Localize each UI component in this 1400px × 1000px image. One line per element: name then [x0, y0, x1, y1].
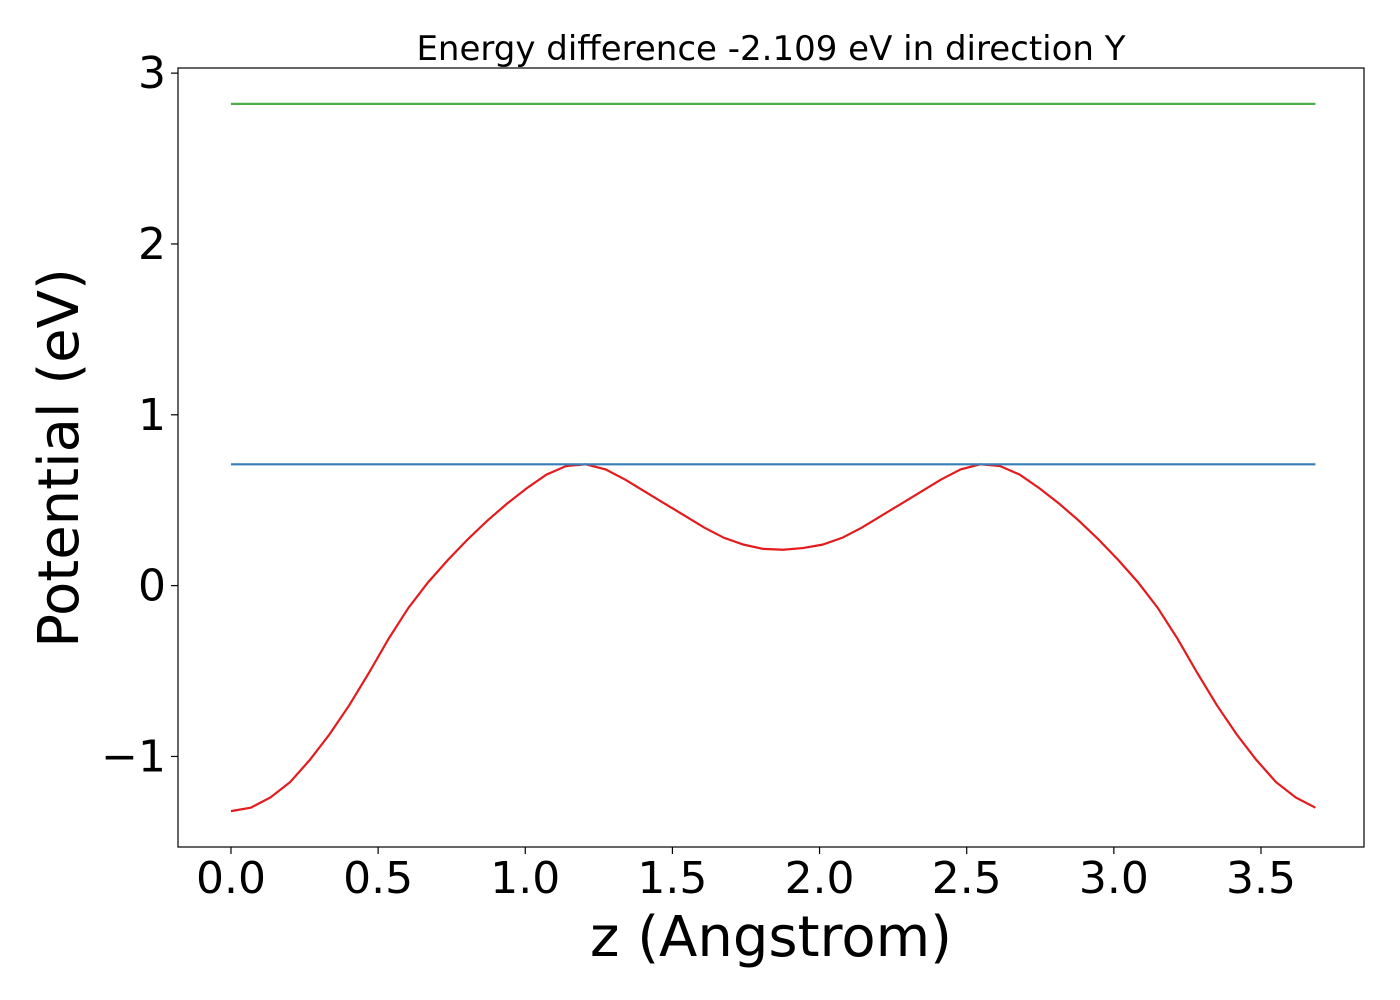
x-tick-label: 2.0 [785, 853, 855, 904]
x-tick-label: 0.5 [343, 853, 413, 904]
y-tick-label: 1 [138, 390, 166, 441]
y-tick-label: 2 [138, 219, 166, 270]
series-line-1 [230, 463, 1316, 813]
x-tick-label: 0.0 [196, 853, 266, 904]
x-tick-label: 3.0 [1079, 853, 1149, 904]
series-layer [230, 102, 1316, 813]
plot-area-frame [177, 67, 1365, 848]
x-tick-label: 1.5 [637, 853, 707, 904]
x-tick-label: 2.5 [932, 853, 1002, 904]
y-tick-label: 0 [138, 561, 166, 612]
y-tick-label: −1 [101, 731, 166, 782]
x-axis: 0.0 0.5 1.0 1.5 2.0 2.5 3.0 3.5 [196, 847, 1296, 904]
y-axis: −1 0 1 2 3 [101, 48, 178, 782]
x-tick-label: 1.0 [490, 853, 560, 904]
y-axis-label: Potential (eV) [27, 268, 92, 648]
x-axis-label: z (Angstrom) [590, 905, 952, 970]
chart-title: Energy difference -2.109 eV in direction… [416, 29, 1125, 69]
x-tick-label: 3.5 [1226, 853, 1296, 904]
y-tick-label: 3 [138, 48, 166, 99]
